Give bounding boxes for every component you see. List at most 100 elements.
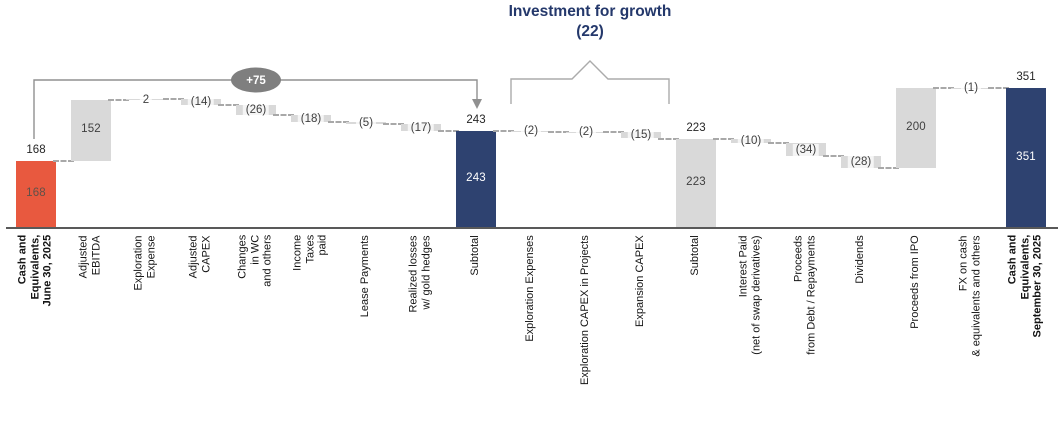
x-axis-line <box>6 227 1058 229</box>
category-label-lease-payments: Lease Payments <box>359 235 374 421</box>
bar-value-label: 223 <box>686 176 706 189</box>
category-label-exploration-expense: Exploration Expense <box>133 235 160 421</box>
increase-badge <box>231 67 281 93</box>
bar-value-label: (2) <box>575 126 597 138</box>
category-label-adjusted-capex: Adjusted CAPEX <box>188 235 215 421</box>
category-label-cash-and-equivalents-june-30-2025: Cash and Equivalents, June 30, 2025 <box>16 235 56 421</box>
connector-line <box>658 137 679 140</box>
bar-value-label: (26) <box>242 104 270 116</box>
category-label-line: Exploration Expenses <box>523 235 536 342</box>
bar-total-label: 351 <box>1016 70 1036 83</box>
category-label-line: Lease Payments <box>358 235 371 317</box>
connector-line <box>53 159 74 162</box>
bar-value-label: (2) <box>520 125 542 138</box>
bar-cash-and-equivalents-september-30-2025: 351 <box>1006 87 1046 228</box>
bar-value-label: (18) <box>297 112 325 125</box>
category-label-income-taxes-paid: Income Taxes paid <box>291 235 331 421</box>
category-label-line: Taxes <box>303 235 316 264</box>
bar-value-label: (15) <box>627 129 655 142</box>
growth-annotation-title: Investment for growth (22) <box>440 2 740 42</box>
category-label-exploration-expenses: Exploration Expenses <box>524 235 539 421</box>
category-label-line: FX on cash <box>957 235 970 291</box>
growth-bracket <box>510 60 670 104</box>
category-label-line: Adjusted <box>187 235 200 278</box>
category-label-line: Changes <box>236 235 249 280</box>
bar-value-label: 243 <box>466 172 486 185</box>
category-label-line: EBITDA <box>90 235 102 275</box>
category-label-line: in WC <box>248 235 261 265</box>
connector-line <box>823 155 844 158</box>
growth-annotation-title-line2: (22) <box>576 23 604 40</box>
category-label-proceeds-from-debt-repayments: Proceeds from Debt / Repayments <box>793 235 820 421</box>
bar-value-label: (34) <box>792 143 820 156</box>
connector-line <box>163 98 184 101</box>
connector-line <box>768 141 789 144</box>
category-label-line: Cash and <box>16 235 29 285</box>
bar-proceeds-from-ipo: 200 <box>896 87 936 168</box>
category-label-line: (net of swap derivatives) <box>750 235 762 355</box>
category-label-line: w/ gold hedges <box>420 235 432 309</box>
category-label-dividends: Dividends <box>854 235 869 421</box>
connector-line <box>548 130 569 133</box>
category-label-line: Exploration CAPEX in Projects <box>578 235 591 385</box>
category-label-interest-paid-net-of-swap-derivatives: Interest Paid (net of swap derivatives) <box>738 235 765 421</box>
category-label-line: Equivalents, <box>28 235 41 300</box>
increase-arrow-head <box>472 99 482 109</box>
bar-total-label: 223 <box>686 121 706 134</box>
category-label-line: and others <box>261 235 274 287</box>
category-label-line: Dividends <box>853 235 866 284</box>
category-label-expansion-capex: Expansion CAPEX <box>634 235 649 421</box>
category-label-line: Equivalents, <box>1018 235 1031 300</box>
connector-line <box>438 129 459 132</box>
category-label-line: CAPEX <box>200 235 212 273</box>
connector-line <box>218 103 239 106</box>
category-label-line: Expense <box>145 235 157 278</box>
category-label-line: Subtotal <box>468 235 481 276</box>
category-label-exploration-capex-in-projects: Exploration CAPEX in Projects <box>579 235 594 421</box>
category-label-line: September 30, 2025 <box>1031 235 1044 338</box>
category-label-line: Exploration <box>132 235 145 291</box>
connector-line <box>988 86 1009 89</box>
bar-total-label: 168 <box>26 143 46 156</box>
bar-value-label: (28) <box>847 156 875 168</box>
category-label-line: & equivalents and others <box>970 235 982 357</box>
connector-line <box>933 86 954 89</box>
bar-value-label: (1) <box>960 81 982 94</box>
connector-line <box>603 131 624 134</box>
bar-value-label: (14) <box>187 96 215 108</box>
category-label-line: from Debt / Repayments <box>805 235 817 355</box>
bar-cash-and-equivalents-june-30-2025: 168 <box>16 160 56 228</box>
bar-value-label: (17) <box>407 121 435 134</box>
increase-badge-text: +75 <box>246 75 266 87</box>
bar-value-label: 152 <box>81 123 101 136</box>
bar-total-label: 243 <box>466 113 486 126</box>
bar-adjusted-ebitda: 152 <box>71 100 111 161</box>
category-label-line: Realized losses <box>407 235 420 313</box>
bar-value-label: 168 <box>26 187 46 200</box>
bar-subtotal: 243 <box>456 130 496 228</box>
category-label-line: paid <box>316 235 329 256</box>
category-label-line: Adjusted <box>77 235 90 278</box>
bar-value-label: 2 <box>139 93 153 106</box>
category-label-changes-in-wc-and-others: Changes in WC and others <box>236 235 276 421</box>
category-label-line: Income <box>291 235 304 272</box>
bar-value-label: (10) <box>737 134 765 147</box>
category-label-line: Proceeds from IPO <box>908 235 921 329</box>
bar-value-label: 200 <box>906 120 926 133</box>
bar-subtotal: 223 <box>676 138 716 228</box>
connector-line <box>383 123 404 126</box>
connector-line <box>713 137 734 140</box>
growth-annotation-title-line1: Investment for growth <box>508 3 672 20</box>
category-label-line: Subtotal <box>688 235 701 276</box>
category-label-realized-losses-w-gold-hedges: Realized losses w/ gold hedges <box>408 235 435 421</box>
category-label-subtotal: Subtotal <box>689 235 704 421</box>
bar-value-label: (5) <box>355 117 377 130</box>
connector-line <box>108 99 129 101</box>
category-label-fx-on-cash-equivalents-and-others: FX on cash & equivalents and others <box>958 235 985 421</box>
connector-line <box>878 166 899 169</box>
connector-line <box>493 129 514 132</box>
category-label-adjusted-ebitda: Adjusted EBITDA <box>78 235 105 421</box>
category-label-line: Cash and <box>1006 235 1019 285</box>
category-label-line: June 30, 2025 <box>41 235 54 307</box>
